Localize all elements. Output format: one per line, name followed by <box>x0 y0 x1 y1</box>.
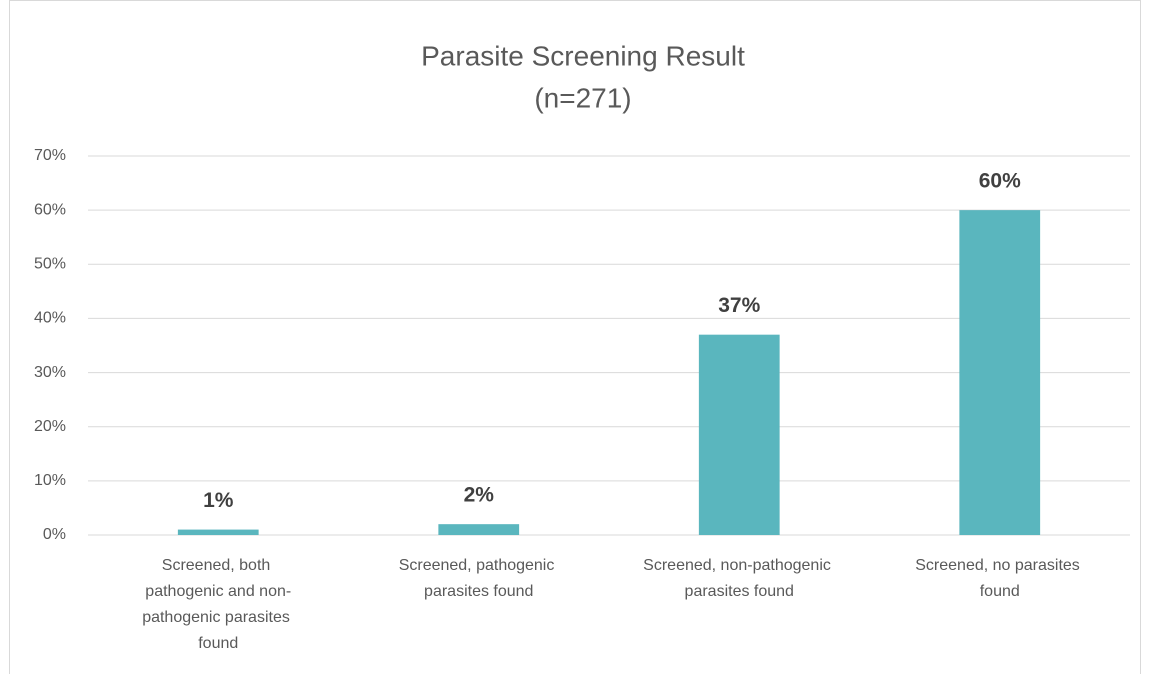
y-tick-label: 50% <box>34 256 66 273</box>
bar <box>959 210 1041 535</box>
bar <box>438 524 520 535</box>
x-tick-label: Screened, non-pathogenic parasites found <box>643 557 835 600</box>
y-tick-label: 10% <box>34 472 66 489</box>
chart-subtitle: (n=271) <box>534 82 631 113</box>
data-label: 2% <box>464 484 495 507</box>
x-tick-label: Screened, pathogenic parasites found <box>399 557 559 600</box>
chart-title: Parasite Screening Result <box>421 40 745 71</box>
y-tick-label: 70% <box>34 147 66 164</box>
chart-border <box>9 0 1141 674</box>
bar <box>177 529 259 535</box>
y-tick-label: 30% <box>34 364 66 381</box>
data-label: 1% <box>203 489 234 512</box>
y-tick-label: 40% <box>34 310 66 327</box>
x-tick-label: Screened, no parasites found <box>915 557 1084 600</box>
x-tick-label: Screened, both pathogenic and non-pathog… <box>142 557 294 652</box>
data-label: 60% <box>979 170 1021 193</box>
y-tick-label: 60% <box>34 201 66 218</box>
y-tick-label: 20% <box>34 418 66 435</box>
bar <box>698 334 780 535</box>
data-label: 37% <box>718 294 760 317</box>
y-tick-label: 0% <box>43 526 66 543</box>
